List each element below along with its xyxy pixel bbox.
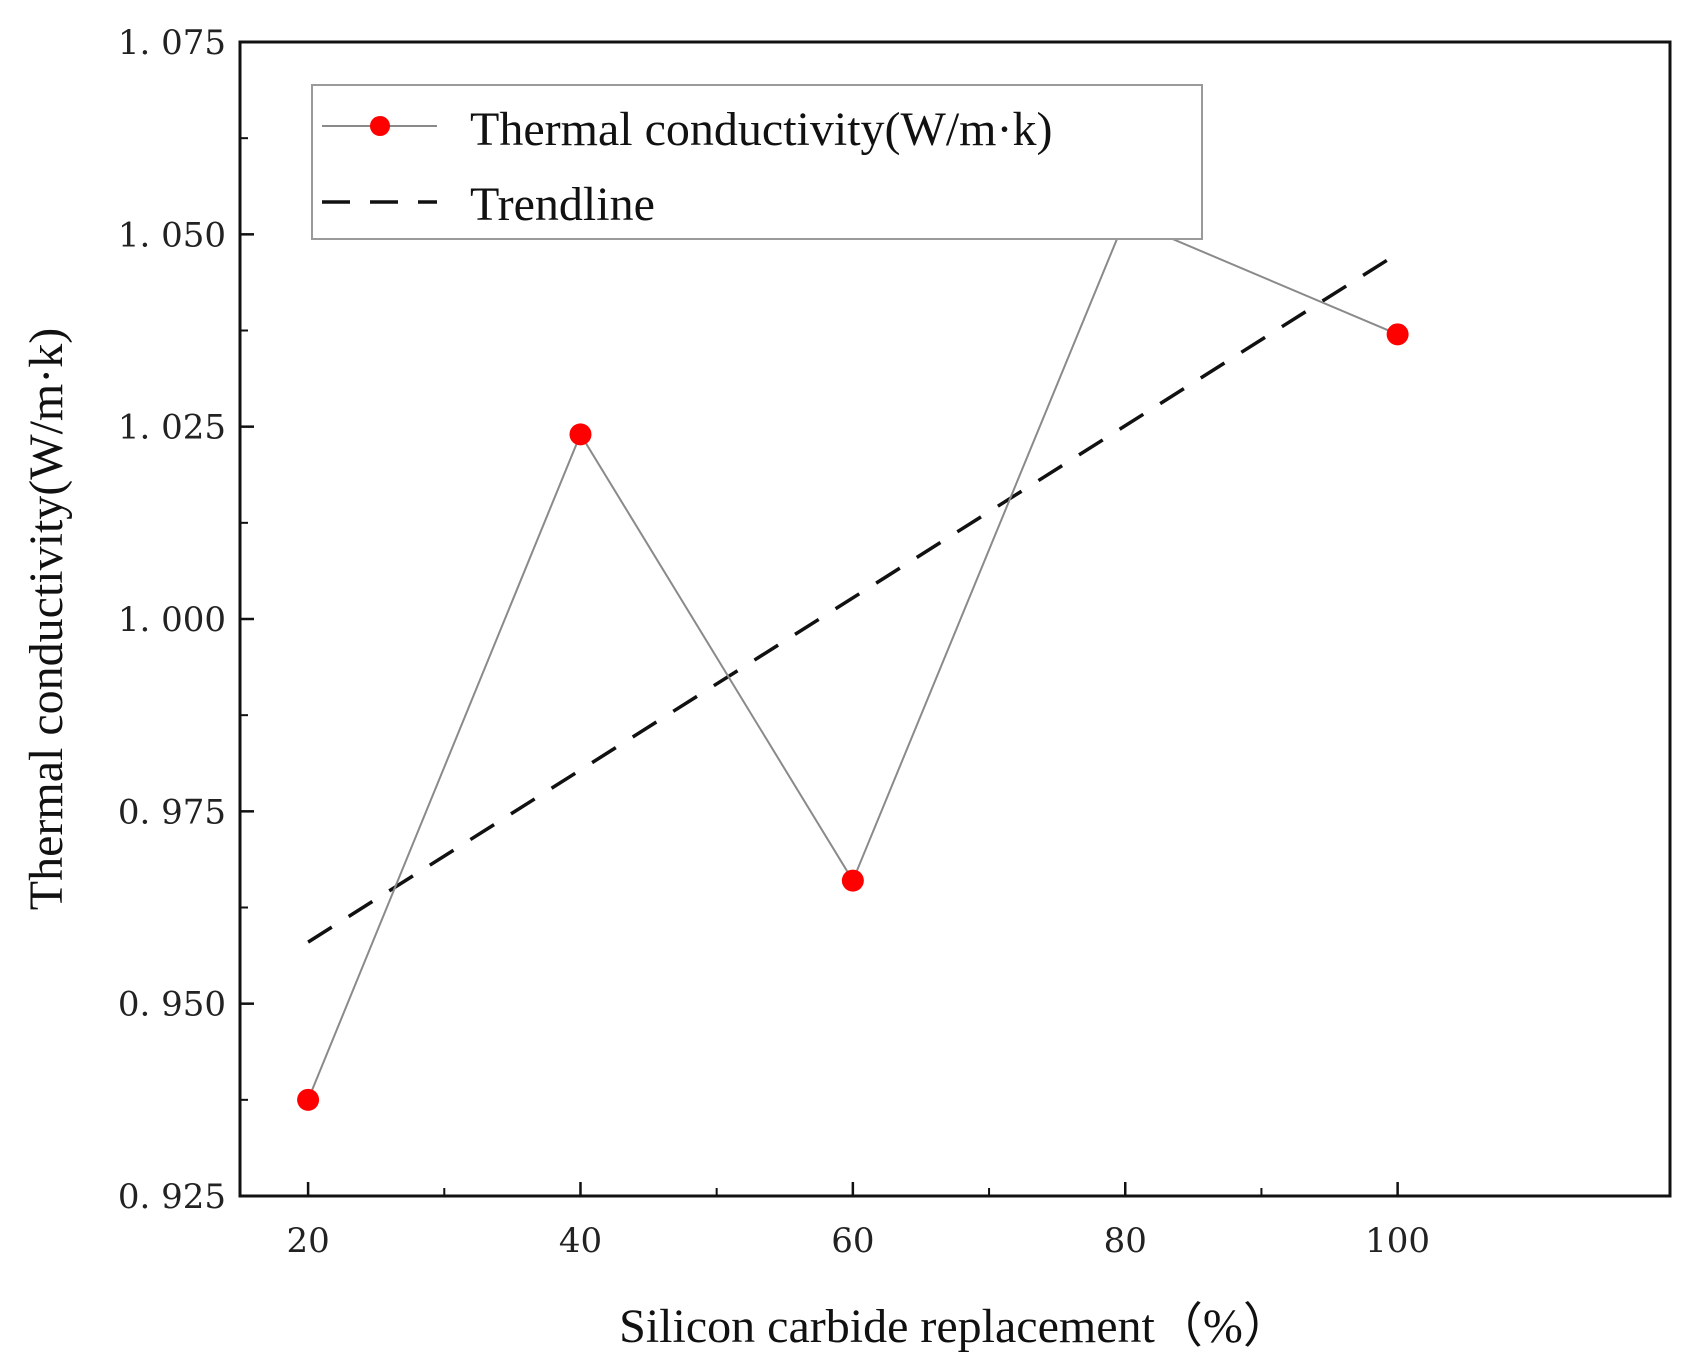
trendline (307, 252, 1399, 944)
data-point-60 (841, 869, 864, 892)
y-tick-label: 1. 075 (118, 23, 226, 63)
x-tick-label: 60 (831, 1221, 874, 1261)
legend-label-thermal: Thermal conductivity(W/m·k) (470, 103, 1052, 156)
data-point-100 (1386, 323, 1409, 346)
y-tick-label: 1. 050 (118, 215, 226, 255)
thermal-conductivity-line (307, 217, 1399, 1101)
x-tick-label: 40 (559, 1221, 602, 1261)
legend-box (311, 84, 1203, 240)
y-tick-label: 1. 000 (118, 600, 226, 640)
y-tick-label: 0. 975 (118, 792, 226, 832)
x-tick-label: 20 (286, 1221, 329, 1261)
data-point-20 (297, 1088, 320, 1111)
y-tick-label: 0. 950 (118, 985, 226, 1025)
legend: Thermal conductivity(W/m·k) Trendline (311, 84, 1203, 240)
legend-marker-thermal (370, 116, 390, 136)
x-tick-label: 80 (1104, 1221, 1147, 1261)
legend-label-trendline: Trendline (470, 178, 655, 231)
x-axis-title: Silicon carbide replacement（%） (619, 1300, 1291, 1353)
data-point-40 (569, 423, 592, 446)
y-tick-label: 0. 925 (118, 1177, 226, 1217)
y-axis-title: Thermal conductivity(W/m·k) (20, 328, 73, 910)
y-tick-label: 1. 025 (118, 408, 226, 448)
x-tick-label: 100 (1365, 1221, 1430, 1261)
